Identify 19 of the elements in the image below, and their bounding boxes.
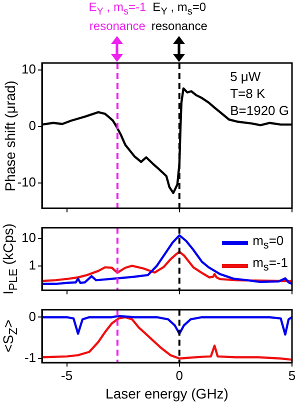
y-tick-label: 1 [28,257,36,272]
legend-label: m$_{s}$=0 [252,232,284,254]
y-tick-label: 0 [28,308,36,324]
x-axis-title: Laser energy (GHz) [106,385,228,402]
text: E$_{Y}$ , m$_{s}$=-1 resonance [88,0,146,34]
annotation: B=1920 G [230,103,289,118]
annotation: 5 μW [230,69,262,84]
legend-label: m$_{s}$=-1 [252,254,288,276]
annotation: T=8 K [230,86,266,102]
x-tick-label: -5 [60,368,73,383]
text: E$_{Y}$ , m$_{s}$=0 resonance [151,0,208,34]
y-tick-label: -10 [17,174,36,190]
y-tick-label: -1 [24,350,36,366]
x-tick-label: 0 [176,368,184,383]
x-tick-label: 5 [288,368,296,383]
y-tick-label: 0 [28,118,36,133]
y-tick-label: 10 [22,230,36,245]
y-axis-title: Phase shift (μrad) [2,80,18,191]
y-tick-label: 10 [22,61,36,76]
